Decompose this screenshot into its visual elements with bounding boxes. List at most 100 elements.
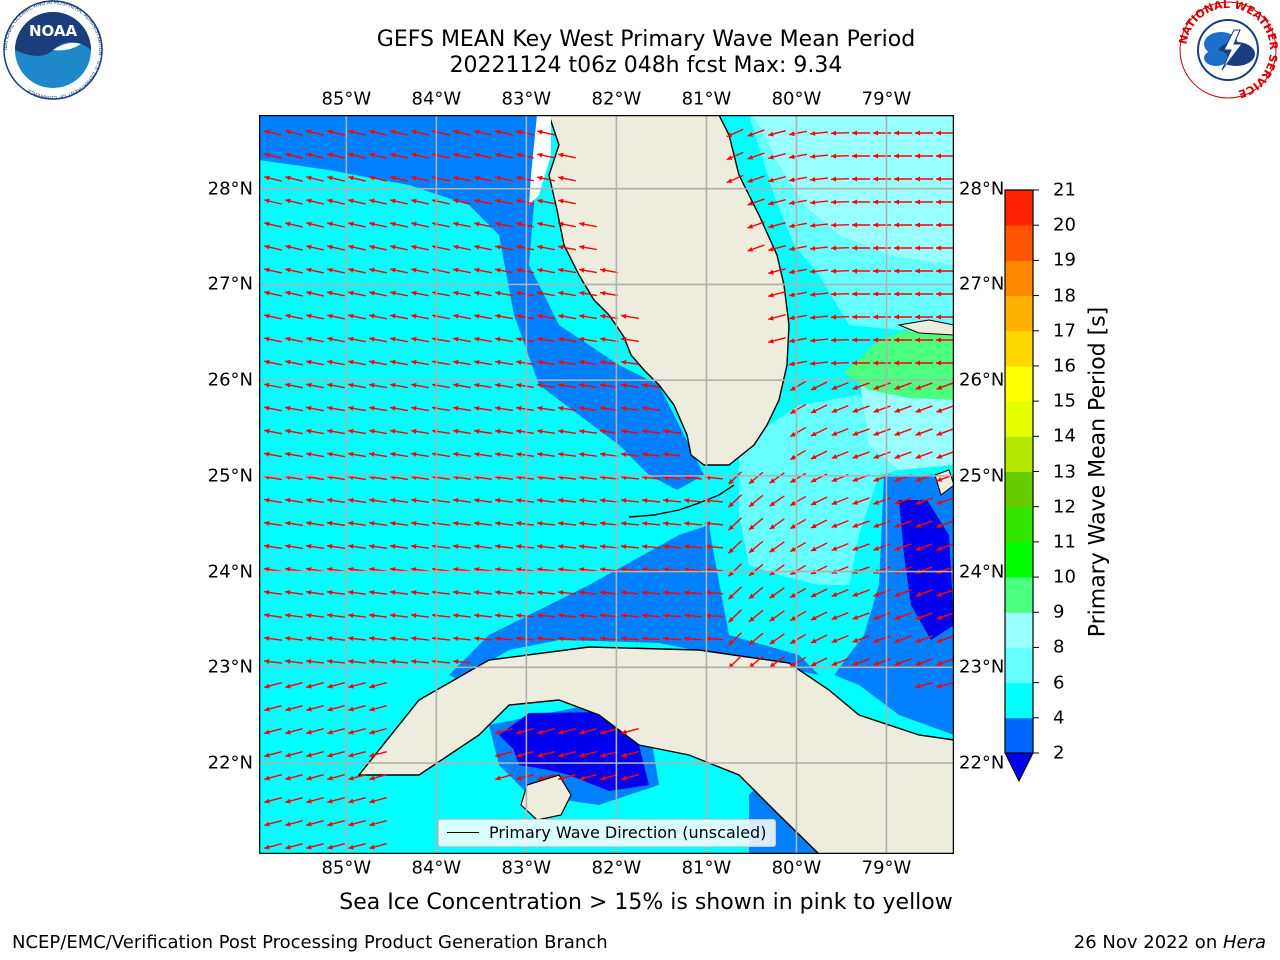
colorbar-segment (1005, 612, 1033, 648)
wave-arrow-head (327, 612, 333, 618)
wave-arrow-head (348, 405, 354, 411)
wave-arrow-head (810, 615, 817, 621)
sea-ice-caption: Sea Ice Concentration > 15% is shown in … (339, 890, 953, 915)
wave-arrow-head (264, 706, 270, 712)
chart-subtitle: 20221124 t06z 048h fcst Max: 9.34 (449, 53, 843, 78)
wave-arrow-head (537, 498, 543, 503)
wave-arrow-head (915, 615, 922, 620)
wave-arrow-head (873, 153, 878, 159)
wave-arrow-head (769, 524, 776, 530)
wave-arrow-head (579, 752, 585, 758)
wave-arrow-head (810, 153, 816, 159)
wave-arrow-head (537, 613, 543, 619)
colorbar-segment (1005, 717, 1033, 754)
wave-arrow-head (915, 199, 920, 205)
wave-arrow-head (810, 291, 816, 297)
wave-arrow-head (453, 451, 459, 457)
wave-arrow-head (306, 290, 312, 296)
wave-arrow-head (348, 175, 354, 181)
wave-arrow-head (915, 337, 920, 343)
wave-arrow-head (411, 175, 417, 181)
wave-arrow-head (749, 616, 755, 622)
wave-arrow-head (894, 222, 899, 228)
wave-arrow-head (285, 451, 291, 457)
wave-arrow-head (936, 683, 942, 689)
colorbar-tick-label: 10 (1053, 566, 1076, 588)
wave-arrow-head (264, 198, 270, 204)
wave-arrow-head (621, 590, 627, 596)
wave-arrow-head (915, 291, 920, 297)
wave-arrow-head (327, 428, 333, 434)
wave-arrow-head (306, 267, 312, 273)
wave-arrow-head (495, 290, 501, 296)
cuba-land (357, 646, 954, 854)
wave-arrow-head (264, 428, 270, 434)
wave-arrow-head (516, 129, 522, 135)
wave-arrow-head (495, 451, 501, 457)
wave-arrow-head (810, 314, 816, 320)
wave-arrow-head (684, 613, 690, 619)
wave-arrow-head (749, 547, 755, 553)
wave-arrow-head (810, 268, 816, 274)
wave-arrow-head (915, 408, 922, 413)
wave-arrow-head (621, 775, 627, 781)
wave-arrow-head (747, 177, 754, 183)
wave-arrow-head (558, 313, 564, 319)
lon-label-top: 84°W (411, 88, 462, 110)
wave-arrow-head (327, 659, 333, 664)
wave-arrow-head (894, 130, 899, 136)
wave-arrow-head (747, 246, 754, 252)
wave-arrow-head (810, 477, 817, 483)
wave-arrow-head (852, 638, 859, 643)
wave-arrow-head (348, 752, 354, 758)
wave-arrow-head (558, 221, 564, 227)
wave-arrow-head (915, 661, 922, 666)
wave-arrow-head (768, 177, 774, 183)
wave-arrow-head (348, 428, 354, 434)
wave-arrow-head (516, 752, 522, 758)
wave-arrow-head (369, 175, 375, 181)
wave-arrow-head (579, 221, 585, 227)
nws-logo: NATIONAL WEATHER SERVICE (1176, 0, 1280, 100)
wave-arrow-head (790, 546, 796, 552)
wave-arrow-head (558, 613, 564, 619)
wave-arrow-head (768, 223, 774, 229)
wave-arrow-head (810, 638, 817, 644)
wave-arrow-head (264, 798, 270, 804)
wave-arrow-head (348, 821, 354, 827)
wave-arrow-head (579, 775, 585, 781)
wave-arrow-head (306, 775, 312, 781)
wave-arrow-head (831, 592, 838, 597)
wave-arrow-head (453, 428, 459, 434)
wave-arrow-head (285, 612, 291, 618)
lat-label-left: 27°N (207, 273, 253, 295)
wave-arrow-head (749, 662, 755, 668)
wave-arrow-head (600, 590, 606, 596)
wave-arrow-head (348, 221, 354, 227)
legend-line-icon (447, 832, 479, 833)
wave-arrow-head (728, 501, 734, 508)
wave-arrow-head (348, 844, 354, 850)
wave-arrow-head (894, 337, 899, 343)
wave-arrow-head (831, 661, 838, 666)
wave-arrow-head (705, 498, 711, 504)
wave-arrow-head (285, 775, 291, 781)
colorbar-label: Primary Wave Mean Period [s] (1085, 306, 1111, 638)
wave-arrow-head (810, 523, 817, 529)
wave-arrow-head (474, 567, 480, 572)
wave-arrow-head (558, 428, 564, 434)
wave-arrow-head (516, 451, 522, 457)
wave-arrow-head (327, 636, 333, 641)
wave-arrow-head (936, 130, 941, 136)
wave-arrow-head (369, 359, 375, 365)
wave-arrow-head (306, 175, 312, 181)
colorbar-tick-label: 18 (1053, 285, 1076, 307)
wave-arrow-head (285, 683, 291, 689)
wave-arrow-head (749, 478, 755, 484)
wave-arrow-head (264, 451, 270, 457)
wave-arrow-head (936, 199, 941, 205)
wave-arrow-head (537, 428, 543, 434)
wave-arrow-head (264, 129, 270, 135)
wave-arrow-head (390, 613, 396, 618)
wave-arrow-head (769, 662, 776, 668)
